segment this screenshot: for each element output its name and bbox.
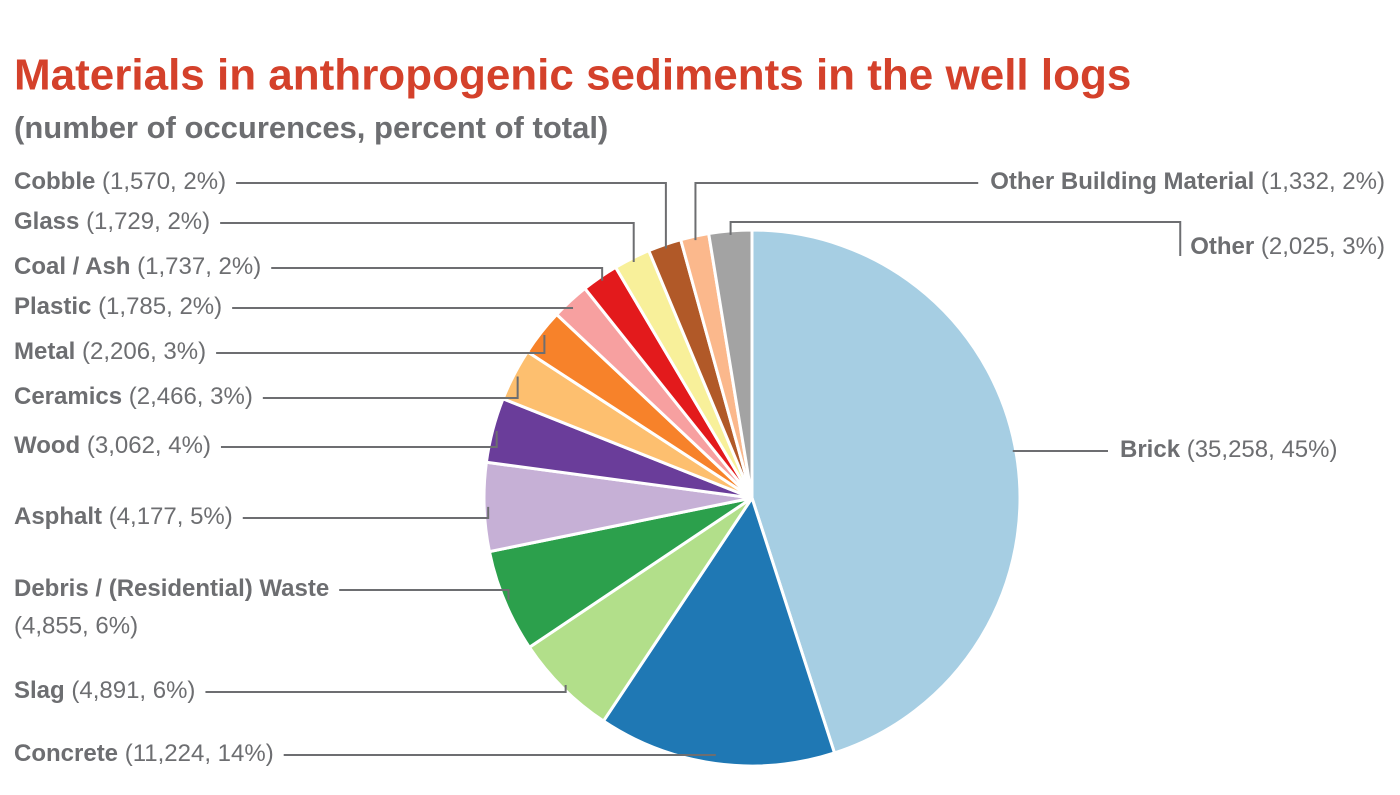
category-name: Debris / (Residential) Waste	[14, 575, 329, 602]
value-label: (4,855, 6%)	[14, 612, 138, 639]
value-label: (3,062, 4%)	[87, 432, 211, 459]
value-label: (1,785, 2%)	[98, 293, 222, 320]
pie-slice	[750, 228, 1022, 755]
leader-line	[242, 506, 490, 519]
category-name: Other	[1190, 233, 1254, 260]
spacer	[1254, 168, 1261, 195]
leader-line	[271, 267, 604, 281]
value-label: (35,258, 45%)	[1187, 436, 1338, 463]
value-label: (4,891, 6%)	[71, 677, 195, 704]
slice-label: Asphalt (4,177, 5%)	[14, 503, 233, 530]
value-label: (11,224, 14%)	[125, 740, 274, 767]
slice-label: Coal / Ash (1,737, 2%)	[14, 253, 261, 280]
slice-label: Debris / (Residential) Waste	[14, 575, 329, 602]
slice-label: Other (2,025, 3%)	[1190, 233, 1385, 260]
category-name: Plastic	[14, 293, 91, 320]
leader-line	[262, 376, 519, 399]
slice-label: Slag (4,891, 6%)	[14, 677, 195, 704]
spacer	[75, 338, 82, 365]
pie-slice	[601, 494, 837, 768]
leader-line	[205, 684, 567, 693]
value-label: (2,025, 3%)	[1261, 233, 1385, 260]
value-label: (1,737, 2%)	[137, 253, 261, 280]
slice-label: Other Building Material (1,332, 2%)	[990, 168, 1385, 195]
spacer	[102, 503, 109, 530]
category-name: Concrete	[14, 740, 118, 767]
category-name: Wood	[14, 432, 80, 459]
value-label: (1,570, 2%)	[102, 168, 226, 195]
leader-line	[220, 431, 498, 448]
category-name: Asphalt	[14, 503, 102, 530]
category-name: Coal / Ash	[14, 253, 130, 280]
category-name: Brick	[1120, 436, 1181, 463]
value-label: (1,332, 2%)	[1261, 168, 1385, 195]
value-label: (4,177, 5%)	[109, 503, 233, 530]
leader-line	[694, 182, 979, 241]
spacer	[95, 168, 102, 195]
spacer	[122, 383, 129, 410]
value-label: (1,729, 2%)	[86, 208, 210, 235]
chart-title: Materials in anthropogenic sediments in …	[14, 51, 1131, 100]
leader-line	[236, 182, 667, 249]
slice-label: Ceramics (2,466, 3%)	[14, 383, 253, 410]
slice-label: Metal (2,206, 3%)	[14, 338, 206, 365]
category-name: Slag	[14, 677, 65, 704]
slice-label: Brick (35,258, 45%)	[1120, 436, 1337, 463]
spacer	[91, 293, 98, 320]
slice-label: Wood (3,062, 4%)	[14, 432, 211, 459]
leader-line	[729, 221, 1182, 256]
spacer	[130, 253, 137, 280]
spacer	[118, 740, 125, 767]
spacer	[79, 208, 86, 235]
category-name: Other Building Material	[990, 168, 1254, 195]
spacer	[65, 677, 72, 704]
value-label: (2,466, 3%)	[129, 383, 253, 410]
value-label: (2,206, 3%)	[82, 338, 206, 365]
slice-label: Glass (1,729, 2%)	[14, 208, 210, 235]
slice-label: Plastic (1,785, 2%)	[14, 293, 222, 320]
category-name: Ceramics	[14, 383, 122, 410]
spacer	[80, 432, 87, 459]
category-name: Metal	[14, 338, 75, 365]
spacer	[1254, 233, 1261, 260]
leader-line	[216, 334, 546, 354]
spacer	[1180, 436, 1187, 463]
slice-label: Concrete (11,224, 14%)	[14, 740, 274, 767]
slice-label: Cobble (1,570, 2%)	[14, 168, 226, 195]
chart-subtitle: (number of occurences, percent of total)	[14, 110, 608, 145]
leader-line	[339, 589, 510, 600]
category-name: Cobble	[14, 168, 95, 195]
leader-line	[220, 222, 635, 263]
category-name: Glass	[14, 208, 79, 235]
